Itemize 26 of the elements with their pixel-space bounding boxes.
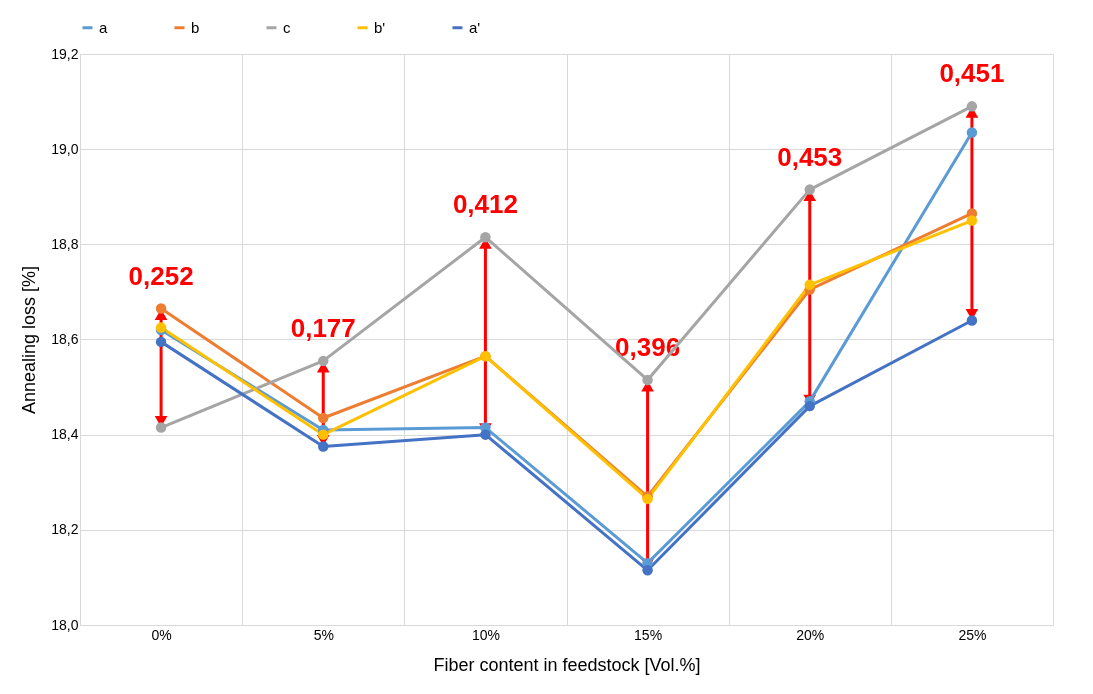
legend-label: b'	[374, 18, 386, 36]
x-tick-label: 25%	[958, 626, 987, 643]
y-tick-label: 18,6	[51, 331, 79, 347]
x-tick-label: 10%	[471, 626, 500, 643]
x-tick-label: 5%	[313, 626, 334, 643]
annotation: 0,453	[777, 141, 843, 172]
y-tick-label: 19,0	[51, 140, 79, 157]
x-axis-title: Fiber content in feedstock [Vol.%]	[433, 654, 701, 675]
annotation: 0,412	[452, 189, 518, 220]
y-tick-label: 18,2	[51, 521, 79, 538]
y-tick-label: 19,2	[51, 45, 79, 62]
x-tick-label: 0%	[151, 626, 172, 643]
x-tick-label: 20%	[796, 626, 825, 643]
y-tick-label: 18,4	[51, 426, 79, 443]
annotation: 0,396	[615, 331, 681, 362]
annotation: 0,451	[939, 58, 1005, 89]
annotation: 0,252	[128, 260, 194, 291]
legend-label: a'	[469, 18, 481, 36]
legend-label: c	[283, 18, 291, 36]
annotation: 0,177	[290, 312, 356, 343]
legend-label: b	[191, 18, 200, 36]
legend-label: a	[99, 18, 108, 36]
y-tick-label: 18,0	[51, 616, 79, 633]
x-tick-label: 15%	[634, 626, 663, 643]
y-axis-title: Annealing loss [%]	[19, 265, 40, 415]
y-tick-label: 18,8	[51, 235, 79, 252]
